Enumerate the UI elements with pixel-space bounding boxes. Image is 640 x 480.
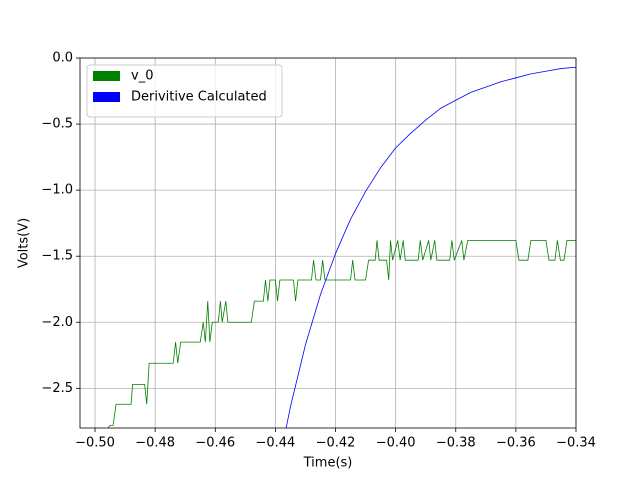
- grid: [80, 57, 577, 428]
- y-tick-label: −1.5: [41, 249, 73, 264]
- x-tick-label: −0.36: [496, 436, 536, 451]
- y-tick-label: −2.5: [41, 381, 73, 396]
- legend-label: v_0: [131, 69, 153, 84]
- y-tick-label: −0.5: [41, 117, 73, 132]
- x-tick-label: −0.48: [135, 436, 175, 451]
- legend-box: [86, 64, 283, 118]
- x-tick-label: −0.50: [75, 436, 115, 451]
- y-tick-label: −2.0: [41, 315, 73, 330]
- x-tick-label: −0.44: [255, 436, 295, 451]
- data-line: [285, 66, 576, 428]
- legend-swatch: [93, 92, 120, 102]
- legend-label: Derivitive Calculated: [131, 90, 267, 105]
- x-tick-label: −0.38: [436, 436, 476, 451]
- legend-swatch: [93, 71, 120, 81]
- y-tick-label: −1.0: [41, 183, 73, 198]
- data-line: [107, 239, 576, 428]
- x-tick-label: −0.42: [316, 436, 356, 451]
- plot-lines: [107, 66, 576, 428]
- plot-frame: [79, 57, 577, 429]
- y-axis-label: Volts(V): [17, 218, 32, 268]
- x-tick-label: −0.46: [195, 436, 235, 451]
- x-tick-label: −0.40: [376, 436, 416, 451]
- y-tick-label: 0.0: [52, 51, 73, 66]
- x-axis-label: Time(s): [303, 456, 353, 471]
- x-tick-label: −0.34: [556, 436, 596, 451]
- legend: v_0 Derivitive Calculated: [86, 64, 283, 118]
